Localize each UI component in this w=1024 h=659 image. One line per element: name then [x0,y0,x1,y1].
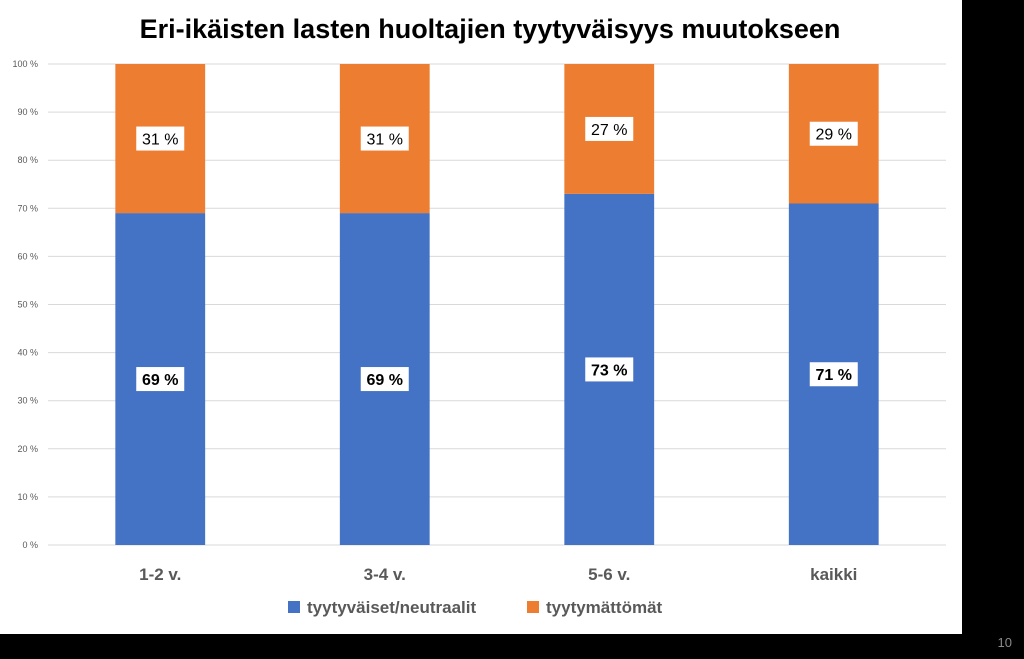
y-axis-ticks: 0 % 10 % 20 % 30 % 40 % 50 % 60 % 70 % 80 % 90 % 1… [12,59,38,550]
page-number: 10 [997,635,1012,650]
data-label: 71 % [816,367,852,384]
y-tick-label: 70 % [17,203,38,213]
y-tick-label: 90 % [17,107,38,117]
data-label: 29 % [816,127,852,144]
legend-label: tyytymättömät [546,598,663,617]
data-label-box [360,367,409,392]
y-tick-label: 0 % [22,540,38,550]
y-tick-label: 40 % [17,348,38,358]
y-tick-label: 10 % [17,492,38,502]
x-tick-label: kaikki [810,565,857,584]
y-tick-label: 80 % [17,155,38,165]
data-label: 27 % [591,122,627,139]
y-tick-label: 20 % [17,444,38,454]
x-tick-label: 1-2 v. [139,565,181,584]
legend: tyytyväiset/neutraalit tyytymättömät [288,598,663,617]
legend-label: tyytyväiset/neutraalit [307,598,476,617]
chart-title: Eri-ikäisten lasten huoltajien tyytyväis… [140,14,841,44]
legend-swatch [288,601,300,613]
y-tick-label: 30 % [17,396,38,406]
data-label: 69 % [142,372,178,389]
chart-panel: Eri-ikäisten lasten huoltajien tyytyväis… [0,0,962,634]
x-tick-label: 3-4 v. [364,565,406,584]
data-labels: 69 % 31 % 69 % 31 % 73 % 27 % 71 % 29 % [136,116,858,392]
data-label-box [809,362,858,387]
data-label: 69 % [367,372,403,389]
x-axis-labels: 1-2 v. 3-4 v. 5-6 v. kaikki [139,565,857,584]
data-label-box [585,116,634,141]
data-label-box [585,357,634,382]
data-label: 31 % [142,132,178,149]
legend-swatch [527,601,539,613]
stacked-bar-chart: Eri-ikäisten lasten huoltajien tyytyväis… [12,14,946,617]
y-tick-label: 60 % [17,251,38,261]
data-label-box [360,126,409,151]
data-label: 31 % [367,132,403,149]
y-tick-label: 100 % [12,59,38,69]
data-label-box [809,121,858,146]
y-tick-label: 50 % [17,300,38,310]
data-label-box [136,126,185,151]
data-label-box [136,367,185,392]
x-tick-label: 5-6 v. [588,565,630,584]
data-label: 73 % [591,362,627,379]
